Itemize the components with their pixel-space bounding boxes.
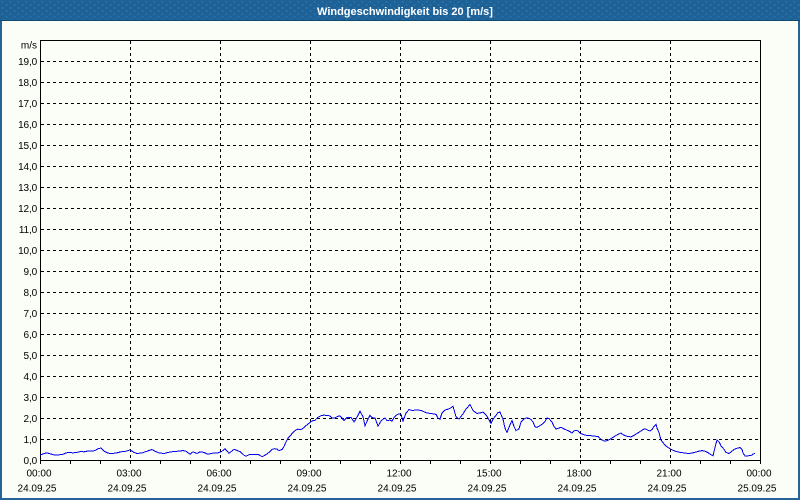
svg-text:16,0: 16,0 — [18, 120, 37, 131]
svg-text:19,0: 19,0 — [18, 57, 37, 68]
svg-text:24.09.25: 24.09.25 — [468, 484, 507, 495]
svg-text:21:00: 21:00 — [656, 469, 681, 480]
svg-text:06:00: 06:00 — [206, 469, 231, 480]
svg-text:6,0: 6,0 — [24, 330, 38, 341]
svg-text:13,0: 13,0 — [18, 183, 37, 194]
svg-text:1,0: 1,0 — [24, 435, 38, 446]
svg-text:00:00: 00:00 — [26, 469, 51, 480]
svg-text:14,0: 14,0 — [18, 162, 37, 173]
svg-text:18:00: 18:00 — [566, 469, 591, 480]
svg-text:24.09.25: 24.09.25 — [198, 484, 237, 495]
svg-text:9,0: 9,0 — [24, 267, 38, 278]
svg-text:24.09.25: 24.09.25 — [108, 484, 147, 495]
svg-text:12,0: 12,0 — [18, 204, 37, 215]
svg-text:10,0: 10,0 — [18, 246, 37, 257]
svg-text:4,0: 4,0 — [24, 372, 38, 383]
svg-text:2,0: 2,0 — [24, 414, 38, 425]
svg-text:7,0: 7,0 — [24, 309, 38, 320]
svg-text:3,0: 3,0 — [24, 393, 38, 404]
svg-text:18,0: 18,0 — [18, 78, 37, 89]
svg-text:09:00: 09:00 — [296, 469, 321, 480]
svg-text:25.09.25: 25.09.25 — [738, 484, 777, 495]
svg-text:11,0: 11,0 — [19, 225, 38, 236]
svg-text:24.09.25: 24.09.25 — [648, 484, 687, 495]
svg-text:00:00: 00:00 — [746, 469, 771, 480]
svg-text:24.09.25: 24.09.25 — [288, 484, 327, 495]
svg-text:m/s: m/s — [21, 40, 37, 51]
svg-text:17,0: 17,0 — [18, 99, 37, 110]
svg-text:24.09.25: 24.09.25 — [378, 484, 417, 495]
svg-text:24.09.25: 24.09.25 — [558, 484, 597, 495]
svg-text:0,0: 0,0 — [24, 456, 38, 467]
svg-text:12:00: 12:00 — [386, 469, 411, 480]
svg-text:24.09.25: 24.09.25 — [18, 484, 57, 495]
svg-text:8,0: 8,0 — [24, 288, 38, 299]
svg-text:03:00: 03:00 — [116, 469, 141, 480]
svg-text:15:00: 15:00 — [476, 469, 501, 480]
svg-text:5,0: 5,0 — [24, 351, 38, 362]
svg-text:15,0: 15,0 — [18, 141, 37, 152]
